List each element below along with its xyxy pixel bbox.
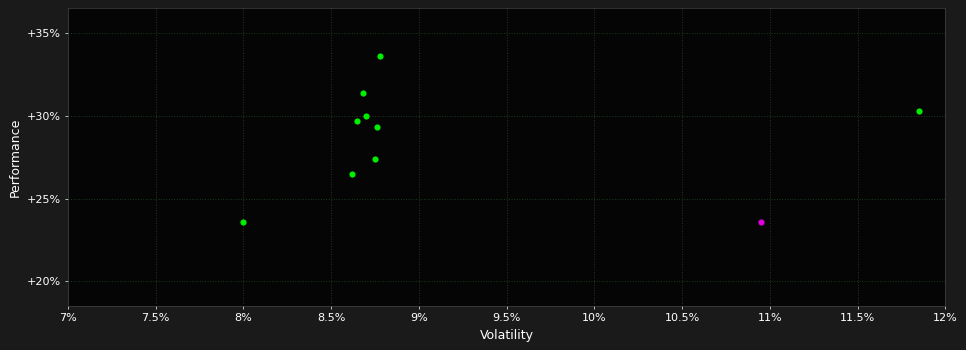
Point <box>355 90 371 96</box>
Point <box>236 219 251 225</box>
Point <box>373 54 388 59</box>
Point <box>367 156 383 162</box>
Point <box>369 125 384 130</box>
Point <box>345 171 360 177</box>
Point <box>911 108 926 114</box>
Point <box>350 118 365 124</box>
Point <box>753 219 769 225</box>
Y-axis label: Performance: Performance <box>9 118 21 197</box>
X-axis label: Volatility: Volatility <box>480 329 533 342</box>
Point <box>358 113 374 119</box>
